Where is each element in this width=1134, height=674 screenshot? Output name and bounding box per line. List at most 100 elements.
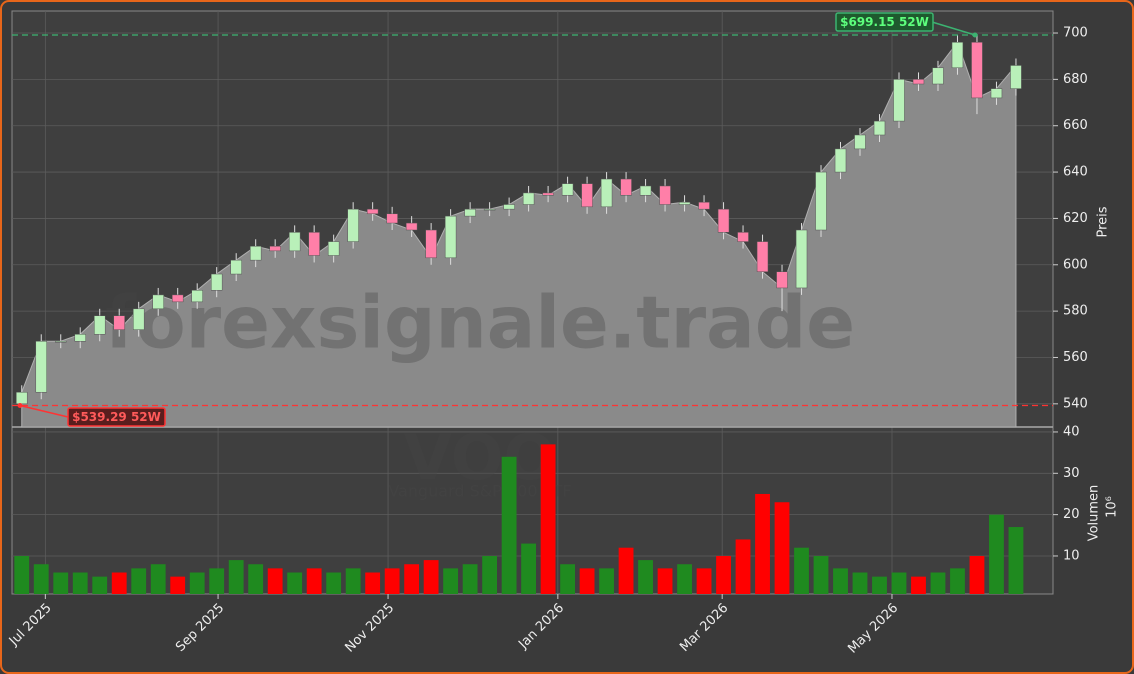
volume-bar: [813, 555, 829, 594]
volume-bar: [657, 568, 673, 594]
candle-body: [347, 208, 359, 242]
candle-body: [990, 88, 1003, 99]
candle-body: [483, 208, 496, 211]
candle-body: [503, 204, 515, 210]
annotation-tip: [17, 402, 23, 408]
volume-bar: [774, 502, 790, 594]
candle-body: [893, 79, 905, 122]
volume-bar: [267, 568, 283, 594]
candle-body: [834, 148, 847, 173]
y-tick-label: 640: [1063, 165, 1088, 180]
candle-body: [678, 201, 691, 205]
watermark-symbol: VOO: [404, 421, 556, 494]
candle-body: [366, 208, 379, 215]
volume-bar: [618, 547, 634, 594]
candle-body: [561, 183, 574, 196]
volume-bar: [560, 564, 575, 594]
candle-body: [55, 341, 67, 343]
candle-body: [542, 192, 554, 196]
volume-bar: [53, 572, 69, 594]
y-tick-label: 10: [1063, 548, 1080, 563]
candle-body: [133, 308, 145, 330]
candle-body: [405, 222, 418, 231]
y-tick-label: 620: [1063, 211, 1088, 226]
y-tick-label: 560: [1063, 350, 1088, 365]
candle-body: [717, 208, 730, 233]
volume-bar: [579, 568, 595, 594]
candle-body: [94, 315, 106, 335]
candle-body: [581, 183, 593, 208]
annotation-label: $699.15 52W: [840, 15, 929, 29]
candle-body: [815, 171, 827, 231]
candle-body: [230, 259, 242, 275]
y-tick-label: 600: [1063, 257, 1088, 272]
volume-bar: [911, 576, 926, 594]
volume-bar: [794, 547, 809, 594]
candle-body: [600, 178, 613, 208]
candle-body: [1010, 65, 1022, 89]
volume-bar: [365, 572, 381, 594]
volume-bar: [170, 576, 186, 594]
volume-bar: [950, 568, 965, 594]
volume-bar: [521, 543, 537, 594]
y-axis-unit: 10⁶: [1105, 496, 1120, 518]
annotation-tip: [972, 32, 978, 38]
candle-body: [386, 213, 398, 224]
annotation-box: [835, 12, 934, 32]
volume-bar: [404, 564, 420, 594]
volume-bar: [384, 568, 400, 594]
volume-bar: [345, 568, 361, 594]
annotation-label: $539.29 52W: [72, 410, 161, 424]
candle-body: [464, 208, 476, 217]
volume-bar: [92, 576, 108, 594]
volume-bar: [423, 560, 439, 594]
candle-body: [620, 178, 632, 196]
volume-bar: [891, 572, 907, 594]
volume-bar: [72, 572, 88, 594]
annotation-box: [67, 407, 166, 427]
volume-bar: [501, 456, 517, 594]
volume-bar: [462, 564, 478, 594]
candle-body: [756, 241, 769, 272]
candle-body: [35, 341, 47, 393]
volume-bar: [930, 572, 946, 594]
volume-bar: [696, 568, 712, 594]
volume-bar: [969, 555, 985, 594]
volume-bar: [755, 493, 770, 594]
candle-body: [932, 67, 944, 85]
candle-body: [776, 271, 788, 289]
candle-body: [152, 294, 164, 310]
watermark-name: Vanguard S&P 500 ETF: [388, 482, 571, 501]
candle-body: [74, 334, 86, 342]
annotation-arrow: [19, 404, 69, 418]
y-tick-label: 660: [1063, 118, 1088, 133]
volume-bar: [872, 576, 887, 594]
candle-body: [912, 79, 925, 85]
volume-bar: [306, 568, 322, 594]
volume-bar: [852, 572, 868, 594]
candle-body: [327, 241, 340, 256]
y-axis-label: Volumen: [1087, 485, 1102, 542]
candle-body: [308, 232, 320, 256]
candle-body: [795, 229, 808, 289]
y-tick-label: 30: [1063, 466, 1080, 481]
candle-body: [737, 232, 749, 242]
volume-bar: [833, 568, 848, 594]
y-axis-label: Preis: [1096, 206, 1111, 237]
volume-bar: [1008, 527, 1024, 594]
candle-body: [854, 134, 866, 150]
candle-body: [522, 192, 535, 205]
volume-bar: [150, 564, 166, 594]
watermark-site: forexsignale.trade: [105, 281, 855, 365]
volume-bar: [14, 555, 30, 594]
candle-body: [698, 201, 710, 210]
candle-body: [971, 42, 983, 99]
volume-bar: [735, 539, 751, 594]
y-tick-label: 580: [1063, 304, 1088, 319]
candle-body: [444, 215, 457, 259]
candle-body: [249, 245, 262, 261]
volume-bar: [443, 568, 459, 594]
y-tick-label: 20: [1063, 507, 1080, 522]
y-tick-label: 540: [1063, 396, 1088, 411]
